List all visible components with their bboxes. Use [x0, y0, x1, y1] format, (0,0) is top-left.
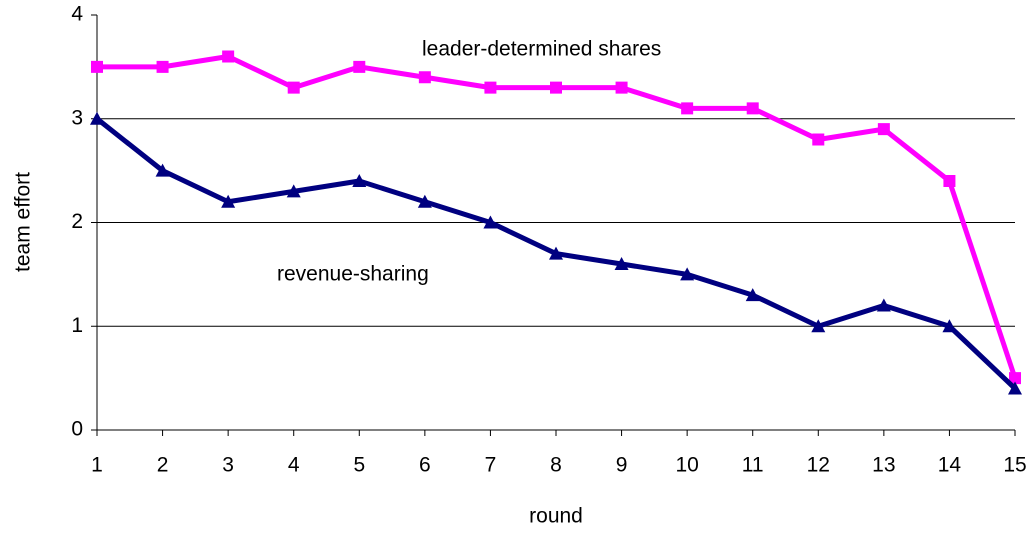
marker: [222, 50, 235, 63]
marker: [812, 133, 825, 146]
marker: [681, 102, 694, 115]
x-axis-label: round: [529, 505, 583, 528]
x-tick-label: 4: [288, 454, 300, 477]
marker: [484, 81, 497, 94]
x-tick-label: 1: [91, 454, 103, 477]
x-tick-label: 10: [675, 454, 698, 477]
series-label: revenue-sharing: [277, 263, 429, 286]
marker: [550, 81, 562, 94]
x-tick-label: 13: [872, 454, 895, 477]
series-line: [97, 54, 1018, 379]
marker: [90, 111, 104, 125]
x-tick-label: 9: [616, 454, 628, 477]
x-tick-label: 5: [353, 454, 365, 477]
marker: [417, 194, 432, 208]
y-tick-label: 0: [71, 418, 83, 441]
marker: [614, 257, 629, 270]
y-tick-label: 4: [71, 3, 83, 26]
marker: [549, 246, 563, 260]
marker: [745, 288, 760, 302]
y-tick-label: 3: [71, 106, 83, 129]
marker: [483, 215, 498, 229]
marker: [155, 163, 170, 177]
marker: [287, 81, 300, 94]
marker: [615, 81, 628, 94]
marker: [877, 123, 890, 136]
y-tick-label: 1: [71, 314, 83, 337]
marker: [876, 298, 891, 312]
marker: [352, 174, 367, 187]
x-tick-label: 6: [419, 454, 431, 477]
marker: [811, 319, 826, 333]
x-tick-label: 2: [157, 454, 169, 477]
marker: [943, 175, 956, 187]
marker: [942, 319, 957, 333]
marker: [156, 60, 169, 73]
marker: [746, 102, 759, 115]
marker: [353, 60, 366, 73]
x-tick-label: 3: [222, 454, 234, 477]
x-tick-label: 11: [742, 454, 764, 477]
series-label: leader-determined shares: [422, 38, 661, 61]
marker: [1008, 381, 1022, 395]
marker: [680, 267, 695, 281]
x-tick-label: 8: [550, 454, 562, 477]
marker: [418, 71, 431, 84]
x-tick-label: 7: [485, 454, 497, 477]
x-tick-label: 14: [938, 454, 962, 477]
y-axis-label: team effort: [12, 172, 35, 272]
y-tick-label: 2: [71, 210, 83, 233]
marker: [286, 184, 301, 198]
x-tick-label: 12: [807, 454, 830, 477]
marker: [1009, 372, 1021, 385]
x-tick-label: 15: [1003, 454, 1026, 477]
marker: [221, 194, 236, 208]
marker: [91, 60, 103, 73]
